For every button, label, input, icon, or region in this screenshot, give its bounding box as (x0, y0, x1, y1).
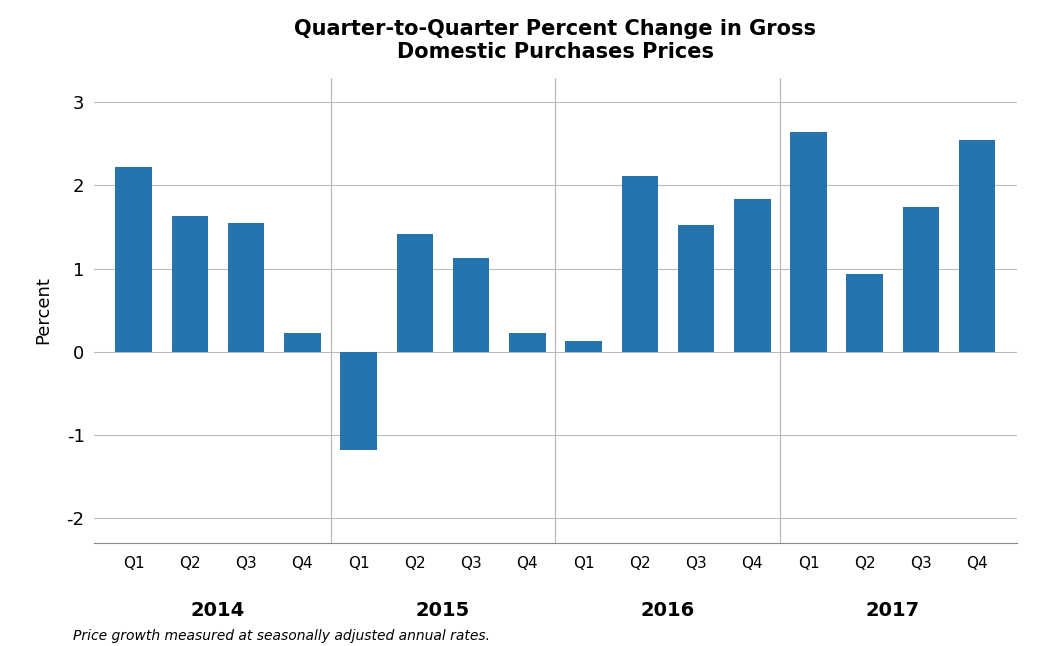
Bar (284, 333, 321, 351)
Title: Quarter-to-Quarter Percent Change in Gross
Domestic Purchases Prices: Quarter-to-Quarter Percent Change in Gro… (294, 19, 816, 62)
Bar (509, 333, 546, 351)
Bar (565, 341, 602, 351)
Bar (790, 132, 827, 351)
Text: 2017: 2017 (866, 601, 920, 620)
Text: 2014: 2014 (191, 601, 245, 620)
Text: 2015: 2015 (416, 601, 471, 620)
Bar (959, 140, 996, 351)
Bar (621, 176, 658, 351)
Text: 2016: 2016 (640, 601, 695, 620)
Bar (902, 207, 939, 351)
Bar (453, 258, 489, 351)
Bar (172, 216, 209, 351)
Text: Price growth measured at seasonally adjusted annual rates.: Price growth measured at seasonally adju… (73, 629, 490, 643)
Bar (847, 273, 883, 351)
Bar (678, 225, 715, 351)
Bar (115, 167, 152, 351)
Y-axis label: Percent: Percent (35, 276, 52, 344)
Bar (396, 234, 433, 351)
Bar (734, 199, 770, 351)
Bar (227, 223, 264, 351)
Bar (341, 351, 377, 450)
